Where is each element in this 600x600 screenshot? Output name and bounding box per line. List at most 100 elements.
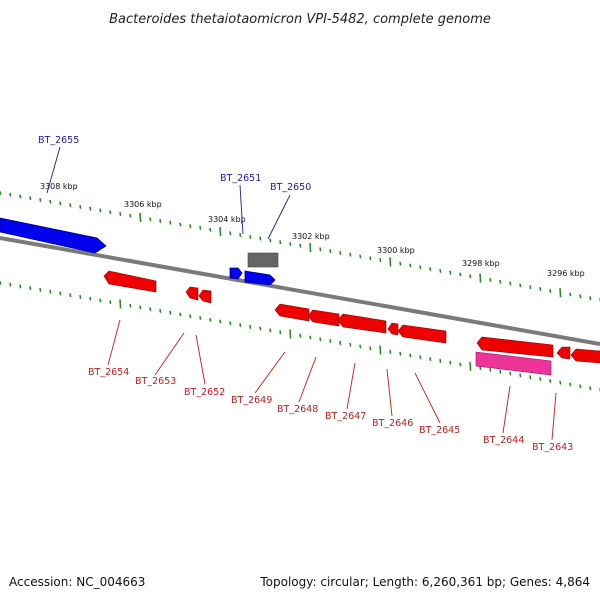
kbp-label-3296: 3296 kbp [547,269,585,278]
minor-tick-1-11 [109,300,112,305]
minor-tick-1-4 [39,287,42,292]
reverse-label-lines [107,319,557,441]
minor-tick-1-0 [0,281,2,285]
kbp-label-3300: 3300 kbp [377,246,415,255]
kbp-label-3306: 3306 kbp [124,200,162,209]
minor-tick-1-43 [429,357,432,362]
minor-tick-0-50 [499,279,502,284]
minor-tick-1-23 [229,321,232,326]
minor-tick-1-51 [509,371,512,376]
minor-tick-0-42 [419,265,422,270]
minor-tick-1-49 [489,367,492,372]
gene-bt-2654[interactable] [103,270,157,293]
minor-tick-0-3 [29,196,32,201]
gene-bt-2646[interactable] [387,322,399,336]
minor-tick-1-59 [589,386,592,391]
label-bt-2647[interactable]: BT_2647 [325,411,366,422]
minor-tick-0-44 [439,268,442,273]
major-tick-1-29 [289,329,292,339]
major-tick-0-22 [219,226,222,237]
minor-tick-1-28 [279,330,282,335]
label-bt-2653[interactable]: BT_2653 [135,376,176,387]
major-tick-1-47 [469,361,472,371]
minor-tick-1-44 [439,358,442,363]
minor-tick-1-13 [129,303,132,308]
minor-tick-1-3 [29,286,32,291]
minor-tick-0-5 [49,199,52,204]
label-bt-2643[interactable]: BT_2643 [532,442,573,453]
label-bt-2644[interactable]: BT_2644 [483,435,524,446]
reverse-genes [103,270,600,364]
minor-tick-1-53 [529,375,532,380]
forward-labels: BT_2655 BT_2651 BT_2650 [38,135,311,193]
minor-tick-1-21 [209,317,212,322]
minor-tick-0-33 [329,249,332,254]
map-title: Bacteroides thetaiotaomicron VPI-5482, c… [109,12,491,27]
minor-tick-0-27 [269,238,272,243]
minor-tick-0-59 [589,296,592,301]
gene-bt-2653[interactable] [185,286,199,301]
minor-tick-0-45 [449,270,452,275]
minor-tick-1-16 [159,308,162,313]
minor-tick-1-39 [389,349,392,354]
minor-tick-0-12 [119,211,122,216]
label-bt-2652[interactable]: BT_2652 [184,387,225,398]
minor-tick-0-51 [509,281,512,286]
minor-tick-0-34 [339,250,342,255]
minor-tick-0-24 [239,233,242,238]
minor-tick-1-17 [169,310,172,315]
label-bt-2646[interactable]: BT_2646 [372,418,413,429]
kbp-label-3304: 3304 kbp [208,215,246,224]
gene-bt-2645[interactable] [397,324,447,344]
minor-tick-0-0 [0,191,2,195]
minor-tick-1-56 [559,380,562,385]
label-bt-2655[interactable]: BT_2655 [38,135,79,146]
minor-tick-1-20 [199,316,202,320]
minor-tick-1-50 [499,369,502,374]
gene-bt-2643-a[interactable] [556,346,571,360]
scale-ticks [0,191,600,392]
minor-tick-1-48 [479,366,482,371]
minor-tick-0-40 [399,261,402,266]
minor-tick-0-21 [209,227,212,232]
major-tick-0-56 [559,288,562,298]
gene-bt-2650[interactable] [244,270,276,286]
kbp-label-3308: 3308 kbp [40,182,78,191]
minor-tick-1-52 [519,373,522,378]
label-bt-2649[interactable]: BT_2649 [231,395,272,406]
label-bt-2650[interactable]: BT_2650 [270,182,311,193]
genome-backbone [0,236,600,346]
label-bt-2651[interactable]: BT_2651 [220,173,261,184]
minor-tick-0-9 [89,206,92,211]
label-bt-2645[interactable]: BT_2645 [419,425,460,436]
minor-tick-1-19 [189,314,192,319]
minor-tick-1-46 [459,362,462,367]
major-tick-0-39 [389,257,392,267]
gene-bt-2651[interactable] [229,267,243,280]
minor-tick-1-54 [539,377,542,381]
gene-bt-2655[interactable] [0,217,107,254]
kbp-label-3302: 3302 kbp [292,232,330,241]
gene-bt-2649[interactable] [274,303,310,322]
minor-tick-1-7 [69,293,72,298]
minor-tick-1-55 [549,378,552,383]
minor-tick-1-42 [419,355,422,360]
gene-bt-2648[interactable] [307,309,340,327]
minor-tick-0-18 [179,222,182,227]
gene-pink-pseudo[interactable] [475,351,552,376]
kbp-label-3298: 3298 kbp [462,259,500,268]
gene-bt-2643-b[interactable] [570,348,600,364]
minor-tick-1-58 [579,384,582,389]
label-bt-2648[interactable]: BT_2648 [277,404,318,415]
minor-tick-1-31 [309,335,312,340]
gene-bt-2647[interactable] [337,313,387,334]
gene-bt-2652[interactable] [198,289,212,304]
major-tick-1-12 [119,299,122,309]
minor-tick-0-43 [429,267,432,272]
gene-grey-block[interactable] [247,252,279,268]
gene-bt-2644[interactable] [476,336,554,358]
minor-tick-1-27 [269,328,272,333]
minor-tick-0-47 [469,274,472,279]
label-bt-2654[interactable]: BT_2654 [88,367,129,378]
